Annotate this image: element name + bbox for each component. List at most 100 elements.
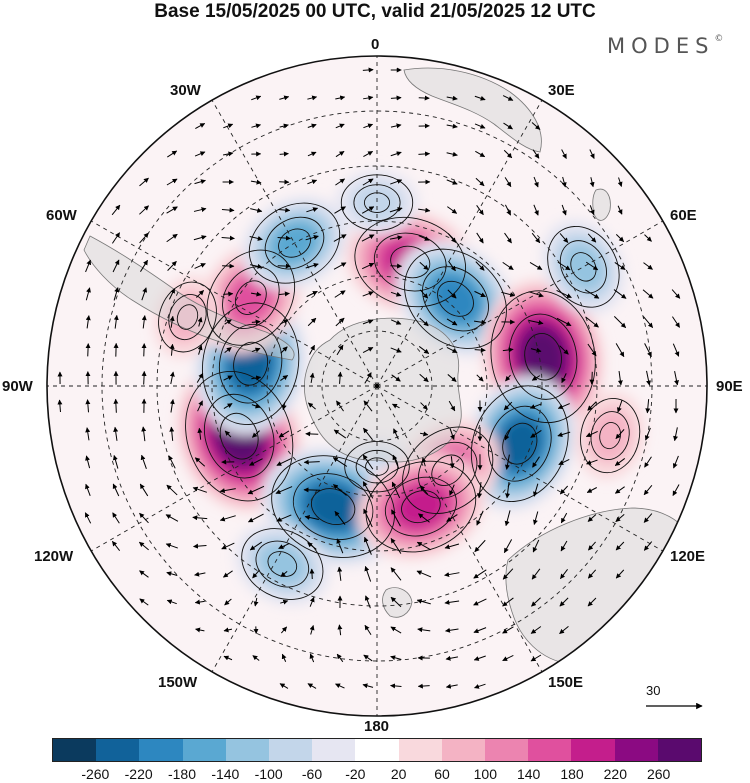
wind-arrow	[446, 318, 458, 326]
height-contour	[547, 226, 620, 308]
colorbar-swatch	[441, 739, 486, 761]
wind-arrow	[418, 346, 430, 354]
wind-arrow	[169, 343, 175, 356]
wind-arrow	[306, 207, 319, 213]
wind-arrow	[528, 291, 544, 298]
height-contours	[158, 174, 641, 600]
wind-arrow	[364, 565, 372, 582]
height-contour	[384, 476, 457, 537]
wind-arrow	[169, 315, 175, 328]
wind-arrow	[197, 427, 203, 440]
wind-arrow	[221, 207, 235, 213]
wind-arrow	[529, 262, 543, 270]
latitude-circle	[211, 220, 543, 552]
wind-arrow	[85, 399, 91, 413]
wind-arrow	[333, 429, 347, 439]
wind-arrow	[504, 454, 510, 470]
lon-label-60e: 60E	[670, 207, 697, 224]
wind-arrow	[223, 403, 233, 409]
wind-arrow	[278, 543, 290, 549]
reference-vector-label: 30	[646, 683, 661, 698]
wind-arrow	[531, 568, 541, 580]
wind-arrow	[643, 541, 653, 551]
wind-arrow	[250, 291, 262, 297]
wind-arrow	[559, 597, 569, 607]
wind-arrow	[531, 232, 541, 244]
wind-arrow	[587, 401, 597, 411]
africa	[403, 67, 542, 153]
wind-arrow	[417, 627, 431, 633]
wind-arrow	[280, 571, 288, 577]
anomaly-level	[521, 329, 566, 385]
wind-arrow	[444, 572, 460, 577]
wind-arrow	[193, 543, 207, 549]
height-contour	[524, 332, 562, 381]
wind-arrow	[223, 375, 233, 381]
height-contour	[168, 294, 207, 341]
wind-arrow	[279, 151, 289, 157]
wind-arrow	[224, 430, 232, 438]
wind-arrow	[390, 655, 402, 661]
wind-arrow	[335, 178, 346, 186]
wind-arrow	[362, 481, 374, 499]
wind-arrow	[364, 624, 372, 635]
wind-arrow	[390, 179, 403, 185]
latitude-circle	[266, 275, 488, 497]
wind-arrow	[196, 372, 204, 383]
wind-arrow	[671, 289, 681, 299]
wind-arrow	[85, 483, 91, 496]
wind-arrow	[139, 483, 149, 497]
wind-arrow	[502, 626, 514, 634]
wind-arrow	[613, 315, 627, 329]
wind-arrow	[473, 598, 487, 606]
colorbar-swatch	[614, 739, 658, 761]
wind-arrow	[249, 236, 263, 241]
wind-arrow	[197, 400, 203, 412]
height-contour	[185, 370, 294, 502]
wind-arrow	[276, 514, 292, 522]
wind-arrow	[419, 289, 429, 299]
wind-arrow	[309, 653, 315, 663]
wind-arrow	[391, 403, 400, 409]
wind-arrow	[111, 204, 121, 216]
lon-label-120e: 120E	[670, 548, 706, 565]
wind-arrow	[192, 515, 208, 521]
wind-arrow	[558, 459, 570, 465]
wind-arrow	[446, 179, 458, 185]
wind-arrow	[303, 459, 320, 465]
colorbar-swatch	[96, 739, 140, 761]
wind-arrow	[390, 683, 402, 689]
wind-arrow	[279, 95, 290, 101]
wind-arrow	[363, 654, 373, 662]
height-contour	[201, 302, 300, 426]
wind-arrow	[476, 510, 484, 526]
wind-arrow	[416, 570, 432, 578]
wind-arrow	[391, 481, 401, 499]
wind-arrow	[617, 177, 623, 187]
wind-arrow	[333, 262, 347, 270]
wind-arrow	[644, 234, 652, 242]
wind-arrow	[643, 513, 653, 523]
wind-arrow	[389, 235, 403, 241]
wind-arrow	[587, 569, 597, 579]
wind-arrow	[532, 539, 540, 553]
wind-arrow	[390, 291, 402, 297]
wind-arrow	[253, 597, 259, 607]
lon-label-120w: 120W	[34, 548, 74, 565]
anomaly-level	[588, 408, 632, 463]
wind-arrow	[416, 541, 431, 551]
wind-arrow	[333, 234, 347, 242]
colorbar-tick-label: 220	[603, 766, 628, 782]
wind-arrow	[672, 455, 679, 469]
wind-arrow	[474, 95, 486, 101]
wind-arrow	[278, 207, 291, 213]
wind-arrow	[336, 344, 344, 356]
wind-arrow	[418, 513, 430, 523]
wind-arrow	[249, 458, 263, 466]
wind-arrow	[644, 343, 652, 358]
wind-arrow	[252, 655, 260, 661]
height-contour	[373, 232, 447, 292]
wind-arrow	[275, 486, 293, 494]
wind-arrow	[85, 427, 91, 441]
wind-arrow	[476, 204, 484, 216]
